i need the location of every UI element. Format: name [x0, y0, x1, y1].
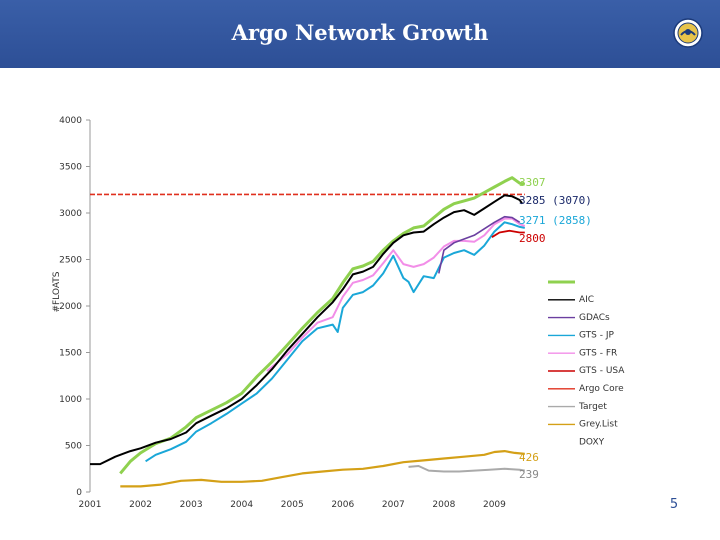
series-line-gdacs [90, 194, 524, 466]
annotation-aic: 3307 [519, 176, 546, 189]
chart-series [90, 176, 526, 488]
series-line-grey-list [408, 465, 525, 473]
page-number: 5 [669, 497, 679, 512]
x-tick-label: 2005 [281, 500, 304, 510]
annotation-gts: 3271 (2858) [519, 214, 592, 227]
y-tick-label: 1500 [59, 349, 82, 359]
x-tick-label: 2006 [331, 500, 354, 510]
series-line-gts-fr [145, 221, 525, 463]
x-tick-label: 2003 [180, 500, 203, 510]
x-tick-label: 2001 [79, 500, 102, 510]
chart-axes: 0 500 1000 1500 2000 2500 3000 3500 4000 2001 2002… [52, 116, 506, 510]
legend-entry: Target [578, 402, 607, 412]
slide-header: Argo Network Growth [0, 0, 720, 68]
series-line-argo-core [491, 229, 525, 238]
series-line-gts-usa [266, 217, 526, 372]
argo-logo-icon [673, 18, 703, 48]
x-tick-label: 2004 [230, 500, 253, 510]
annotation-grey: 239 [519, 468, 539, 481]
x-tick-label: 2008 [432, 500, 455, 510]
legend-entry: GTS - USA [579, 366, 625, 376]
y-axis-label: #FLOATS [52, 271, 62, 312]
series-line-aic [119, 176, 526, 475]
chart-annotations: 3307 3285 (3070) 3271 (2858) 2800 426 239 [519, 176, 592, 481]
y-tick-label: 2000 [59, 302, 82, 312]
x-tick-label: 2009 [483, 500, 506, 510]
x-tick-label: 2007 [382, 500, 405, 510]
legend-entry: Argo Core [579, 384, 624, 394]
y-tick-label: 3500 [59, 163, 82, 173]
annotation-core: 2800 [519, 232, 546, 245]
y-tick-label: 500 [65, 442, 82, 452]
annotation-gdacs: 3285 (3070) [519, 194, 592, 207]
page-title: Argo Network Growth [231, 20, 489, 45]
legend-entry: AIC [579, 295, 594, 305]
legend-entry: GTS - JP [579, 331, 614, 341]
legend-entry: GTS - FR [579, 348, 617, 358]
y-tick-label: 4000 [59, 116, 82, 126]
y-tick-label: 1000 [59, 395, 82, 405]
y-tick-label: 3000 [59, 209, 82, 219]
series-line-doxy [120, 450, 525, 488]
y-tick-label: 0 [76, 488, 82, 498]
legend-entry: Grey.List [579, 420, 618, 430]
y-tick-label: 2500 [59, 256, 82, 266]
chart-legend: AIC GDACs GTS - JP GTS - FR GTS - USA Argo Co… [548, 280, 625, 447]
legend-entry: DOXY [579, 437, 605, 447]
series-line-gts-jp [438, 215, 521, 274]
x-tick-label: 2002 [129, 500, 152, 510]
legend-entry: GDACs [579, 313, 610, 323]
annotation-doxy: 426 [519, 451, 539, 464]
